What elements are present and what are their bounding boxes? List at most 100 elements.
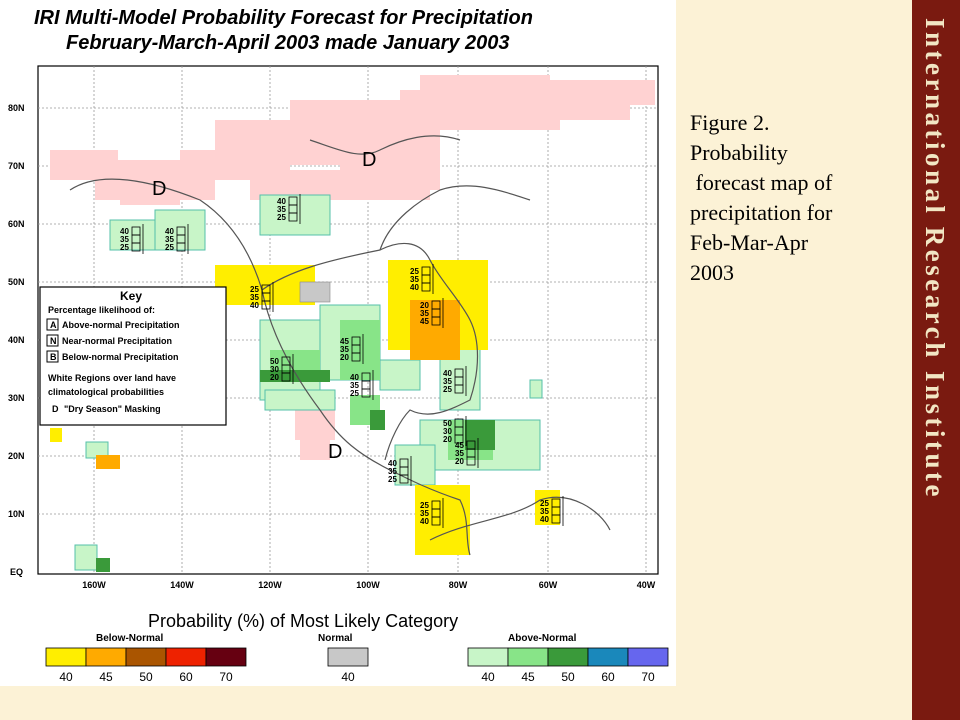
key-note-line-2: climatological probabilities (48, 387, 164, 397)
forecast-box-value: 45 (340, 337, 349, 346)
colorbar-tick-label: 50 (139, 670, 153, 684)
near-normal-regions (299, 281, 331, 303)
lat-label: EQ (10, 567, 23, 577)
colorbar-swatch (587, 647, 629, 667)
colorbar-tick-label: 70 (641, 670, 655, 684)
forecast-box-frame (281, 372, 291, 382)
map-title: IRI Multi-Model Probability Forecast for… (34, 7, 533, 29)
forecast-box-value: 35 (165, 235, 174, 244)
key-box (39, 286, 227, 426)
forecast-box-value: 30 (443, 427, 452, 436)
dry-season-mark-1: D (152, 178, 166, 200)
caption-line: Figure 2. (690, 110, 770, 135)
caption-line: forecast map of (690, 170, 833, 195)
colorbar-swatch (165, 647, 207, 667)
forecast-box-value: 50 (443, 419, 452, 428)
key-box-letter: N (50, 336, 57, 346)
forecast-box-frame (351, 352, 361, 362)
lon-label: 120W (258, 580, 282, 590)
forecast-box-value: 45 (455, 441, 464, 450)
colorbar-group-label: Normal (318, 633, 353, 644)
forecast-box-value: 40 (540, 515, 549, 524)
colorbar-swatches: 40 45 50 60 70 40 40 45 50 60 70 (45, 647, 669, 684)
key-box-letter: A (50, 320, 57, 330)
forecast-box-value: 40 (277, 197, 286, 206)
forecast-box-frame (131, 242, 141, 252)
forecast-box-value: 40 (388, 459, 397, 468)
forecast-box-frame (551, 514, 561, 524)
lon-label: 100W (356, 580, 380, 590)
forecast-box-value: 40 (120, 227, 129, 236)
figure-caption: Figure 2. Probability forecast map of pr… (690, 108, 910, 288)
colorbar-tick-label: 40 (341, 670, 355, 684)
forecast-probability-boxes: 4035254035254035252535402535402035454535… (120, 194, 564, 528)
colorbar: Probability (%) of Most Likely Category … (45, 611, 669, 684)
key-box-a (46, 318, 59, 331)
forecast-box-value: 25 (120, 243, 129, 252)
lon-label: 60W (539, 580, 558, 590)
lat-label: 30N (8, 393, 25, 403)
forecast-box-value: 30 (270, 365, 279, 374)
key-item-label: Below-normal Precipitation (62, 352, 179, 362)
forecast-box-frame (288, 212, 298, 222)
forecast-box-frame (176, 242, 186, 252)
above-normal-50-regions (96, 370, 495, 572)
lat-label: 60N (8, 219, 25, 229)
colorbar-tick-label: 70 (219, 670, 233, 684)
forecast-box-value: 40 (250, 301, 259, 310)
key-box-n (46, 334, 59, 347)
lat-label: 40N (8, 335, 25, 345)
forecast-box-value: 40 (420, 517, 429, 526)
forecast-box-value: 35 (350, 381, 359, 390)
forecast-box-frame (399, 474, 409, 484)
lon-label: 40W (637, 580, 656, 590)
forecast-map: IRI Multi-Model Probability Forecast for… (8, 7, 669, 684)
forecast-box-value: 35 (277, 205, 286, 214)
colorbar-swatch (467, 647, 509, 667)
forecast-box-value: 35 (420, 309, 429, 318)
forecast-box-frame (361, 388, 371, 398)
colorbar-swatch (547, 647, 589, 667)
map-subtitle: February-March-April 2003 made January 2… (66, 32, 510, 54)
colorbar-swatch (45, 647, 87, 667)
forecast-box-value: 35 (120, 235, 129, 244)
colorbar-tick-label: 60 (179, 670, 193, 684)
forecast-box-value: 25 (350, 389, 359, 398)
forecast-box-value: 20 (270, 373, 279, 382)
key-note-line-1: White Regions over land have (48, 373, 176, 383)
colorbar-tick-label: 40 (481, 670, 495, 684)
colorbar-tick-label: 45 (521, 670, 535, 684)
forecast-box-frame (421, 282, 431, 292)
forecast-box-frame (261, 300, 271, 310)
forecast-box-value: 25 (388, 475, 397, 484)
colorbar-group-label: Below-Normal (96, 633, 163, 644)
forecast-box-frame (454, 384, 464, 394)
lat-label: 50N (8, 277, 25, 287)
forecast-box-value: 25 (165, 243, 174, 252)
forecast-box-value: 20 (455, 457, 464, 466)
coastlines (69, 135, 611, 556)
colorbar-tick-label: 45 (99, 670, 113, 684)
forecast-box-value: 25 (277, 213, 286, 222)
forecast-box-value: 40 (410, 283, 419, 292)
forecast-box-value: 40 (443, 369, 452, 378)
forecast-box-value: 20 (340, 353, 349, 362)
map-key: Key Percentage likelihood of: A Above-no… (39, 286, 227, 426)
dry-season-mark-3: D (328, 441, 342, 463)
colorbar-swatch (507, 647, 549, 667)
lat-label: 70N (8, 161, 25, 171)
forecast-box-value: 35 (443, 377, 452, 386)
colorbar-swatch (627, 647, 669, 667)
caption-line: Probability (690, 140, 788, 165)
key-box-letter: B (50, 352, 57, 362)
